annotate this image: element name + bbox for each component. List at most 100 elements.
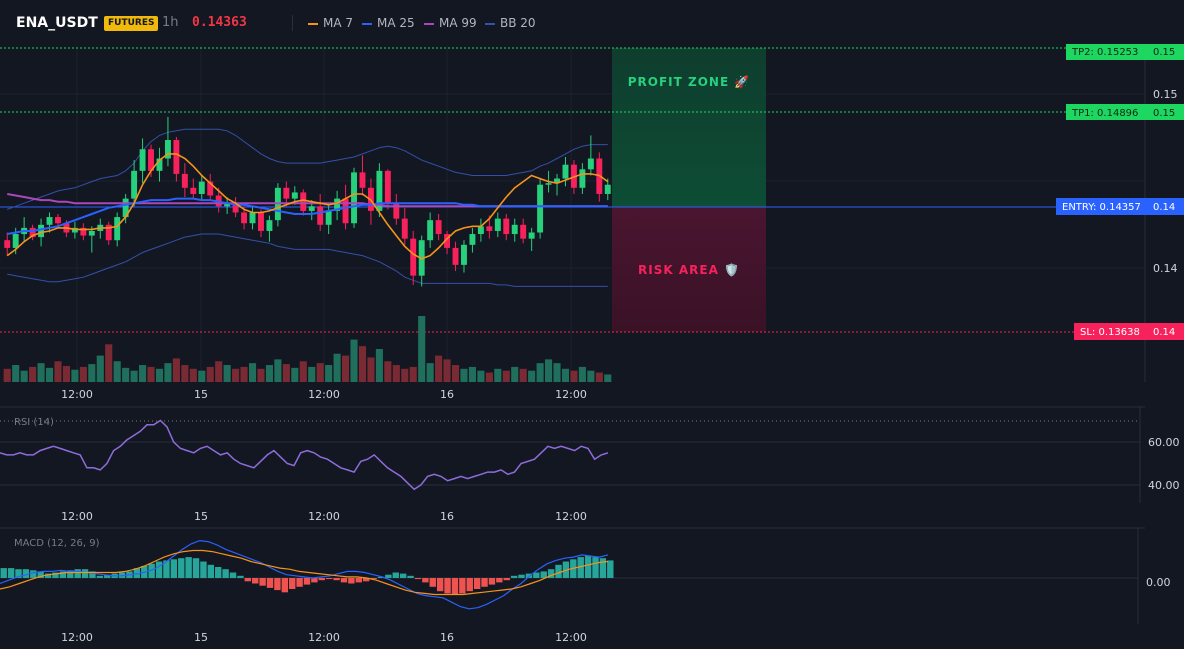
candle-body (325, 210, 332, 225)
macd-hist-bar (74, 569, 81, 578)
legend-ma7-label: MA 7 (323, 16, 354, 30)
macd-hist-bar (289, 578, 296, 589)
macd-series (0, 539, 614, 610)
macd-hist-bar (185, 557, 192, 578)
macd-hist-bar (340, 578, 348, 583)
rsi-tick-40: 40.00 (1148, 479, 1180, 492)
time-tick-3: 16 (440, 388, 454, 401)
symbol-name[interactable]: ENA_USDT (16, 15, 98, 31)
macd-hist-bar (266, 578, 274, 588)
candle-body (88, 230, 95, 236)
macd-hist-bar (540, 571, 547, 578)
entry-tag-axis: 0.14 (1153, 202, 1175, 213)
ma25-swatch-icon (362, 22, 372, 25)
tp1-tag[interactable] (1066, 104, 1184, 120)
rsi-pane[interactable]: RSI (14) 60.00 40.00 12:00 15 12:00 16 1… (0, 417, 1180, 523)
candle-body (266, 220, 273, 231)
macd-hist-bar (592, 557, 599, 578)
volume-bar (130, 370, 138, 382)
tp2-tag[interactable] (1066, 44, 1184, 60)
legend-ma7[interactable]: MA 7 (308, 16, 353, 30)
chart-header: ENA_USDT FUTURES 1h 0.14363 MA 7 MA 25 M… (0, 0, 1184, 46)
volume-bar (54, 361, 62, 382)
macd-title: MACD (12, 26, 9) (14, 538, 100, 549)
candle-body (29, 227, 36, 238)
candle-body (207, 181, 214, 196)
volume-bar (71, 369, 79, 382)
macd-tick-0: 0.00 (1146, 576, 1171, 589)
price-tick-1: 0.14 (1153, 262, 1178, 275)
time-tick-1: 15 (194, 388, 208, 401)
sl-tag-axis: 0.14 (1153, 327, 1175, 338)
macd-hist-bar (377, 576, 385, 578)
candle-body (461, 244, 467, 265)
candle-body (122, 198, 129, 218)
candle-body (520, 224, 527, 239)
volume-bar (316, 363, 324, 382)
volume-bar (451, 365, 460, 382)
volume-bar (485, 372, 493, 382)
volume-bar (206, 366, 214, 382)
legend-ma25[interactable]: MA 25 (362, 16, 415, 30)
risk-zone[interactable] (612, 207, 766, 332)
entry-tag-label: ENTRY: 0.14357 (1062, 202, 1141, 213)
time-tick-0: 12:00 (61, 388, 93, 401)
macd-hist-bar (473, 578, 481, 589)
macd-time-tick-4: 12:00 (555, 631, 587, 644)
macd-hist-bar (0, 568, 7, 578)
volume-bar (257, 368, 265, 382)
macd-hist-bar (459, 578, 466, 594)
volume-bar (511, 366, 519, 382)
candle-body (503, 218, 510, 235)
volume-bar (409, 366, 417, 382)
volume-bar (240, 366, 248, 382)
macd-hist-bar (170, 559, 178, 578)
candle-body (376, 170, 383, 211)
price-tick-0: 0.15 (1153, 88, 1178, 101)
rsi-line (0, 419, 609, 491)
volume-bar (545, 359, 553, 382)
volume-bar (536, 363, 544, 382)
candle-body (4, 240, 11, 248)
volume-bar (333, 353, 341, 382)
timeframe-label[interactable]: 1h (162, 15, 179, 30)
macd-hist-bar (599, 558, 607, 578)
candle-body (232, 203, 239, 213)
volume-bar (29, 366, 37, 382)
macd-hist-bar (503, 578, 510, 581)
macd-hist-bar (52, 572, 59, 578)
macd-hist-bar (222, 569, 229, 578)
macd-hist-bar (192, 558, 200, 578)
volume-bars (3, 316, 612, 382)
sl-tag[interactable] (1074, 323, 1184, 340)
macd-pane[interactable]: MACD (12, 26, 9) 0.00 12:00 15 12:00 16 … (0, 538, 1171, 644)
bb-upper-line (7, 128, 608, 210)
macd-hist-bar (178, 558, 185, 578)
macd-time-tick-2: 12:00 (308, 631, 340, 644)
rsi-title: RSI (14) (14, 417, 54, 428)
candle-body (300, 192, 307, 211)
volume-bar (308, 366, 316, 382)
tp2-tag-label: TP2: 0.15253 (1071, 47, 1138, 58)
candle-body (173, 140, 180, 174)
macd-time-tick-0: 12:00 (61, 631, 93, 644)
legend-ma99[interactable]: MA 99 (424, 16, 477, 30)
last-price: 0.14363 (192, 15, 247, 30)
volume-bar (113, 361, 121, 382)
macd-hist-bar (59, 571, 67, 578)
volume-bar (367, 357, 375, 382)
macd-time-tick-3: 16 (440, 631, 454, 644)
macd-hist-bar (67, 570, 74, 578)
legend-bb20[interactable]: BB 20 (485, 16, 536, 30)
macd-hist-bar (252, 578, 259, 584)
macd-hist-bar (259, 578, 266, 586)
profit-zone[interactable] (612, 48, 766, 207)
volume-bar (299, 361, 307, 382)
macd-hist-bar (562, 561, 570, 578)
entry-tag[interactable] (1056, 198, 1184, 215)
volume-bar (291, 367, 299, 382)
volume-bar (561, 368, 570, 382)
ma99-swatch-icon (424, 22, 434, 25)
legend-bb20-label: BB 20 (500, 16, 536, 30)
